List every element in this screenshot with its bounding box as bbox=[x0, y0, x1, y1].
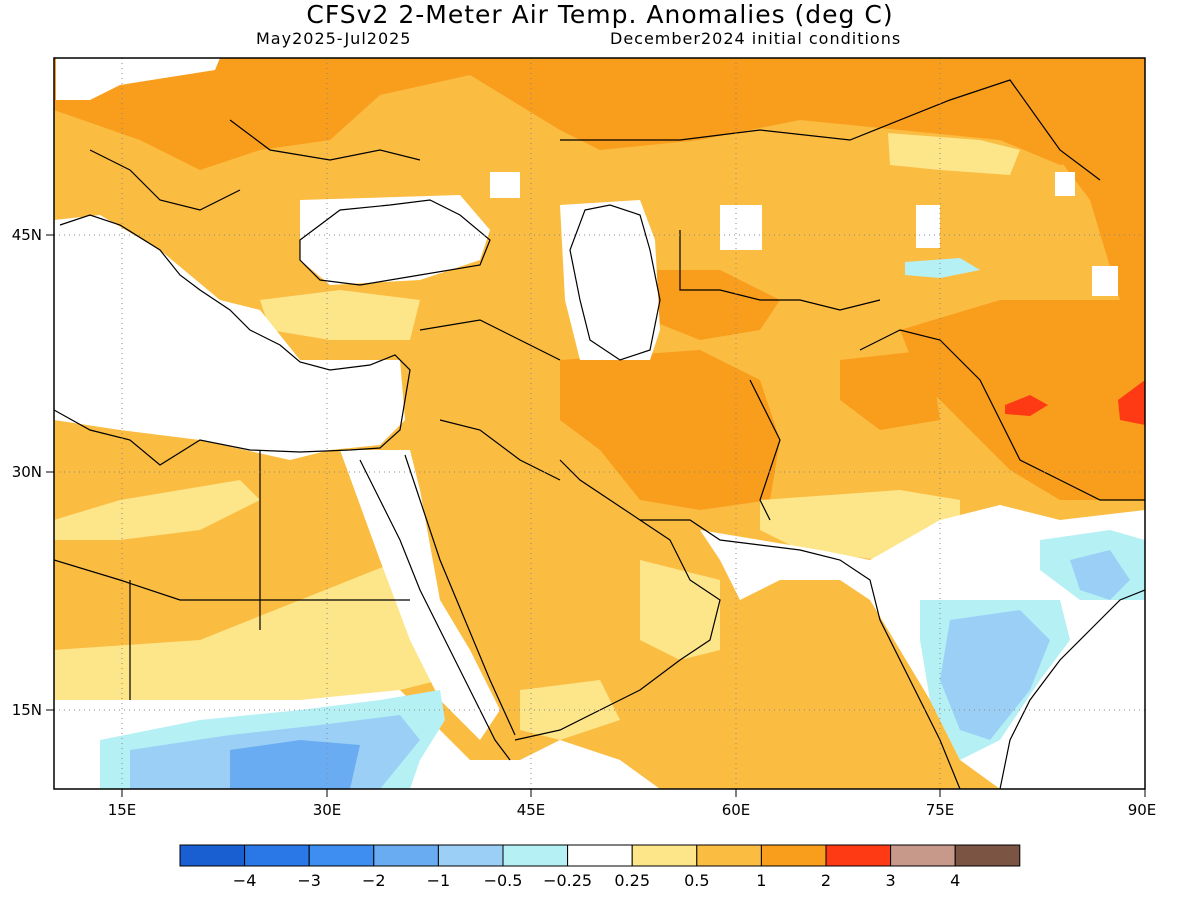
colorbar-swatch bbox=[825, 844, 892, 867]
colorbar-swatch bbox=[954, 844, 1021, 867]
forecast-period: May2025-Jul2025 bbox=[256, 29, 412, 48]
field-zero-baikal bbox=[1055, 172, 1075, 196]
x-tick-label: 75E bbox=[926, 801, 955, 819]
field-0.25-0.5-oman bbox=[640, 560, 720, 660]
coastlines bbox=[54, 79, 1145, 789]
coast-caspian bbox=[569, 204, 661, 361]
coast-india-west bbox=[640, 519, 961, 789]
colorbar-label: 2 bbox=[821, 871, 831, 890]
x-tick-label: 45E bbox=[517, 801, 546, 819]
colorbar-label: −3 bbox=[297, 871, 321, 890]
colorbar-label: −0.25 bbox=[543, 871, 592, 890]
colorbar-label: −0.5 bbox=[484, 871, 523, 890]
colorbar-label: 4 bbox=[950, 871, 960, 890]
border-central-asia bbox=[679, 230, 881, 311]
x-tick-label: 15E bbox=[108, 801, 137, 819]
colorbar-label: 1 bbox=[756, 871, 766, 890]
field-2-3-spot-b bbox=[1118, 380, 1145, 425]
field-0.25-0.5-sahel bbox=[54, 560, 440, 700]
border-iraq-saudi bbox=[439, 419, 561, 481]
border-turkey-syria bbox=[419, 319, 561, 361]
field-zero-aral bbox=[720, 205, 762, 250]
border-europe-east bbox=[229, 119, 421, 161]
field-1-2-afghan bbox=[840, 350, 940, 430]
colorbar-swatch bbox=[502, 844, 569, 867]
field-1-2-mongolia bbox=[1060, 150, 1145, 300]
y-tick-label: 45N bbox=[12, 226, 42, 244]
colorbar-swatch bbox=[631, 844, 698, 867]
field-cool-bengal-core bbox=[1070, 550, 1130, 600]
map-title: CFSv2 2-Meter Air Temp. Anomalies (deg C… bbox=[306, 0, 894, 29]
field-0.25-0.5-kazakh bbox=[888, 133, 1020, 175]
border-russia-kazakh bbox=[560, 79, 1101, 181]
coast-red-sea-east bbox=[404, 454, 516, 736]
field-cool-ethiopia-peak bbox=[230, 740, 360, 789]
field-zero-volga bbox=[490, 172, 520, 198]
coast-india-east bbox=[999, 589, 1145, 789]
border-himalaya bbox=[859, 329, 1145, 501]
border-sahara bbox=[54, 559, 410, 601]
colorbar-swatch bbox=[696, 844, 762, 867]
x-tick-label: 30E bbox=[313, 801, 342, 819]
anomaly-field bbox=[54, 58, 1145, 789]
field-1-2-north bbox=[54, 58, 1145, 170]
map-frame bbox=[53, 57, 1146, 790]
field-zero-caspian bbox=[560, 200, 660, 360]
field-zero-gobi bbox=[1092, 266, 1118, 296]
grid-lines bbox=[54, 58, 1145, 789]
x-tick-label: 60E bbox=[722, 801, 751, 819]
colorbar-label: −2 bbox=[362, 871, 386, 890]
colorbar-swatch bbox=[308, 844, 375, 867]
colorbar-label: 3 bbox=[886, 871, 896, 890]
initial-conditions: December2024 initial conditions bbox=[610, 29, 902, 48]
field-zero-balkhash bbox=[916, 205, 940, 248]
colorbar-label: 0.5 bbox=[684, 871, 709, 890]
border-europe-central bbox=[89, 149, 241, 211]
field-2-3-spot-a bbox=[1005, 395, 1048, 416]
field-cool-india-core bbox=[940, 610, 1050, 740]
field-0.25-0.5-libya bbox=[54, 480, 260, 540]
border-iran-pakistan bbox=[749, 379, 781, 521]
field-zero-red-sea bbox=[340, 450, 500, 740]
field-0.25-0.5-aegean bbox=[260, 290, 420, 340]
colorbar-label: −4 bbox=[233, 871, 257, 890]
colorbar-label: 0.25 bbox=[614, 871, 650, 890]
colorbar-label: −1 bbox=[427, 871, 451, 890]
field-1-2-turkmen bbox=[640, 270, 780, 340]
coast-black-sea bbox=[299, 199, 491, 286]
y-tick-label: 30N bbox=[12, 463, 42, 481]
field-zero-scandinavia bbox=[56, 58, 220, 100]
colorbar-swatch bbox=[890, 844, 956, 867]
field-1-2-iran bbox=[560, 350, 780, 510]
y-tick-label: 15N bbox=[12, 701, 42, 719]
coast-mediterranean bbox=[54, 214, 411, 466]
colorbar-swatch bbox=[567, 844, 633, 867]
colorbar-swatch bbox=[760, 844, 827, 867]
x-tick-label: 90E bbox=[1128, 801, 1157, 819]
colorbar-swatch bbox=[437, 844, 504, 867]
colorbar-swatch bbox=[244, 844, 310, 867]
coast-red-sea-west bbox=[359, 459, 511, 761]
colorbar: −4 −3 −2 −1 −0.5 −0.25 0.25 0.5 1 2 3 4 bbox=[179, 844, 1021, 890]
field-zero-black-sea bbox=[300, 195, 490, 285]
field-cool-tian-shan bbox=[905, 258, 980, 278]
tick-marks bbox=[46, 234, 1146, 797]
field-zero-mediterranean bbox=[54, 215, 405, 460]
colorbar-swatch bbox=[373, 844, 439, 867]
colorbar-swatch bbox=[179, 844, 246, 867]
